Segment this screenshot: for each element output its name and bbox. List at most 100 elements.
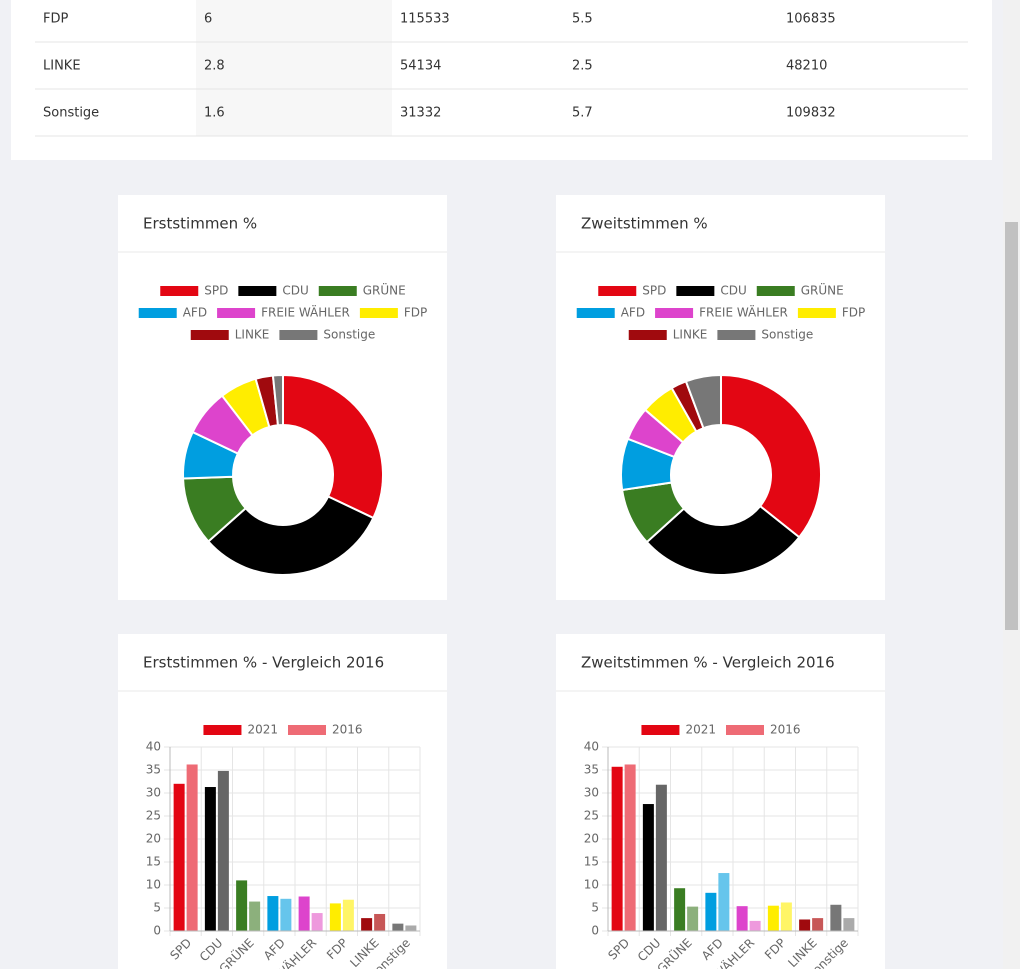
y-tick-label: 10 [146,878,161,892]
y-tick-label: 25 [146,809,161,823]
bar [311,913,323,931]
doughnut-slice [684,373,722,430]
y-tick-label: 20 [584,832,599,846]
legend-swatch [726,725,764,735]
bar [830,904,842,931]
legend-label: Sonstige [323,328,375,342]
legend-label: FDP [842,306,865,320]
legend-swatch [717,330,756,340]
doughnut-slice [271,373,284,427]
legend-label: 2016 [770,723,801,737]
bar [204,787,216,931]
table-cell: 2.5 [572,59,593,74]
legend-swatch [138,308,177,318]
bar [611,766,623,931]
chart-title: Zweitstimmen % [581,215,708,233]
bar [267,896,279,931]
bar [186,764,198,931]
table-cell: LINKE [43,59,81,74]
legend-label: AFD [621,306,645,320]
legend-swatch [160,286,199,296]
table-cell: 54134 [400,59,441,74]
doughnut-slice [720,373,822,539]
bar [749,920,761,931]
bar [624,764,636,931]
y-tick-label: 25 [584,809,599,823]
legend-label: GRÜNE [801,282,844,298]
bar [799,919,811,931]
y-tick-label: 5 [591,901,599,915]
y-tick-label: 10 [584,878,599,892]
y-tick-label: 40 [146,740,161,754]
bar [236,880,248,931]
legend-swatch [797,308,836,318]
legend-swatch [676,286,715,296]
bar [812,918,824,931]
scrollbar-thumb[interactable] [1005,222,1018,630]
bar [655,784,667,931]
y-tick-label: 30 [146,786,161,800]
legend: SPD CDU GRÜNE AFD FREIE WÄHLER FDP LINKE Sonsti… [576,282,865,342]
legend-swatch [318,286,357,296]
doughnut-slice [645,504,801,576]
bar [280,898,292,931]
table-cell: 6 [204,12,212,27]
bar [767,905,779,931]
legend-swatch [576,308,615,318]
legend-swatch [238,286,277,296]
bar [361,918,373,931]
table-cell: 31332 [400,106,441,121]
column-highlight [196,0,392,136]
legend-label: 2021 [685,723,716,737]
bar [687,906,699,931]
legend-swatch [628,330,667,340]
y-tick-label: 15 [584,855,599,869]
bar [249,901,261,931]
table-cell: 106835 [786,12,836,27]
bar [674,888,686,931]
chart-title: Erststimmen % [143,215,257,233]
y-tick-label: 35 [584,763,599,777]
legend-label: CDU [720,284,746,298]
table-cell: 1.6 [204,106,225,121]
legend-label: FDP [404,306,427,320]
y-tick-label: 30 [584,786,599,800]
table-cell: 109832 [786,106,836,121]
y-tick-label: 15 [146,855,161,869]
bar [718,873,730,931]
y-tick-label: 0 [591,924,599,938]
chart-title: Zweitstimmen % - Vergleich 2016 [581,654,835,672]
legend-label: LINKE [235,328,270,342]
table-cell: 115533 [400,12,450,27]
legend-label: AFD [183,306,207,320]
legend-label: SPD [642,284,666,298]
doughnut-slice [206,495,375,576]
y-tick-label: 0 [153,924,161,938]
legend-swatch [598,286,637,296]
table-cell: 5.7 [572,106,593,121]
legend-swatch [359,308,398,318]
doughnut-slice [282,373,384,520]
legend-swatch [203,725,242,735]
bar [843,918,855,931]
y-tick-label: 5 [153,901,161,915]
bar [374,913,386,931]
legend-label: GRÜNE [363,282,406,298]
table-cell: FDP [43,12,68,27]
legend-swatch [217,308,256,318]
bar [405,925,417,931]
legend-label: FREIE WÄHLER [699,305,788,320]
bar [329,903,341,931]
y-tick-label: 20 [146,832,161,846]
legend-label: Sonstige [761,328,813,342]
bar [217,770,229,931]
table-cell: Sonstige [43,106,99,121]
table-cell: 2.8 [204,59,225,74]
legend-swatch [756,286,795,296]
bar [298,896,310,931]
bar [642,804,654,931]
bar [705,892,717,931]
bar [173,783,185,931]
